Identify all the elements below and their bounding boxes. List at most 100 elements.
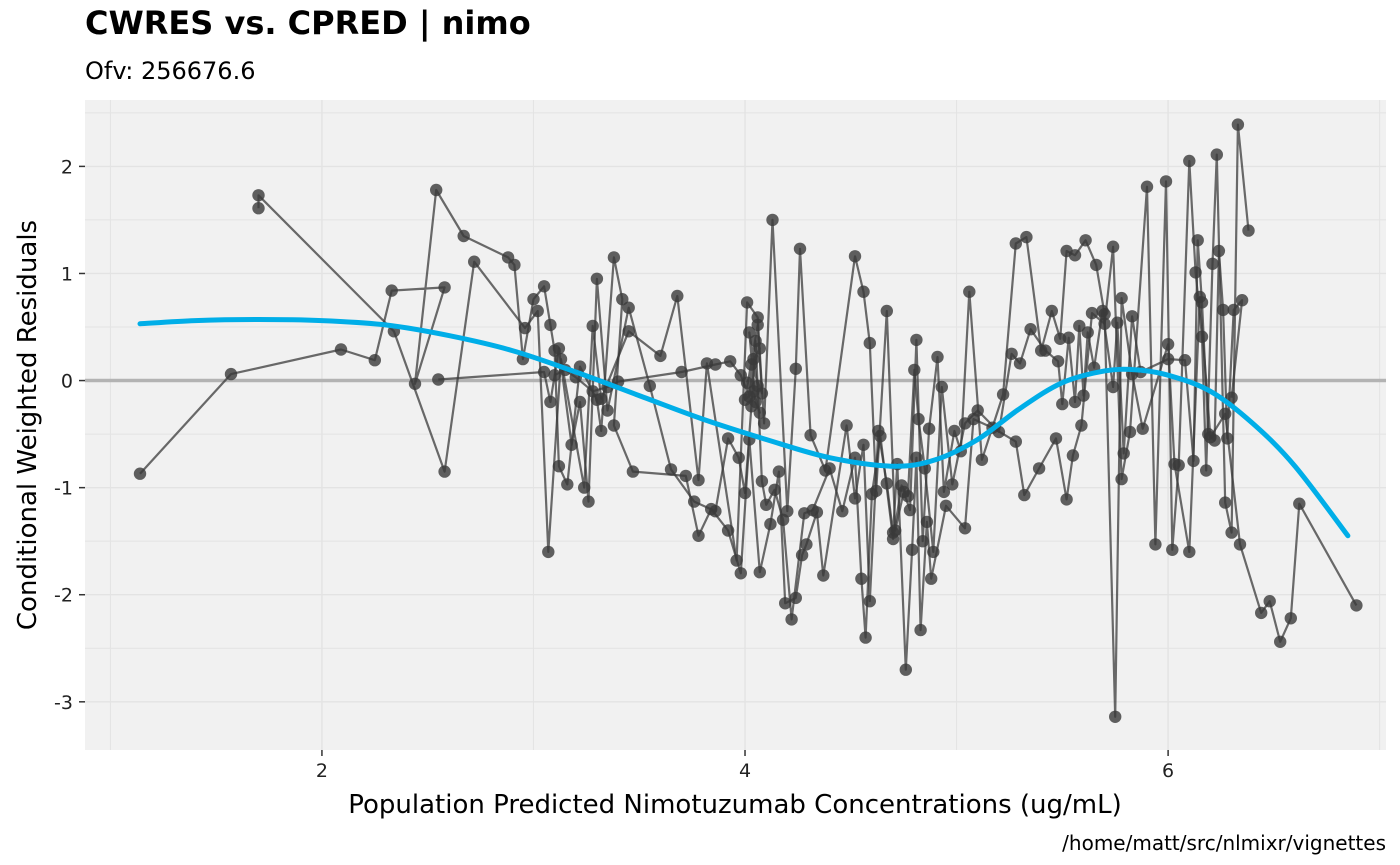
data-point [857,285,870,298]
data-point [738,393,752,406]
x-tick-label: 6 [1162,760,1174,782]
data-point [1161,338,1175,351]
data-point [1200,464,1213,477]
y-tick-label: 2 [61,156,73,178]
data-point [626,465,640,478]
data-point [1219,496,1232,509]
data-point [679,469,692,483]
data-point [1206,257,1219,270]
data-point [1051,355,1065,368]
data-point [675,365,688,379]
data-point [958,522,972,535]
data-point [958,417,972,430]
data-point [1075,419,1088,432]
data-point [1062,331,1075,344]
data-point [438,465,451,478]
data-point [518,321,532,335]
data-point [438,281,451,294]
data-point [1009,237,1022,250]
data-point [252,189,265,202]
data-point [544,318,557,332]
data-point [643,379,656,393]
data-point [901,490,915,503]
data-point [552,460,566,473]
data-point [508,258,521,272]
data-point [895,479,908,492]
data-point [910,333,923,347]
data-point [537,365,551,379]
data-point [1140,180,1154,193]
data-point [582,495,595,508]
data-point [1149,538,1162,551]
data-point [836,505,849,518]
data-point [743,326,756,339]
data-point [1079,234,1092,247]
data-point [1235,294,1249,307]
data-point [755,387,769,400]
data-point [544,395,557,409]
data-point [908,363,921,377]
chart-title: CWRES vs. CPRED | nimo [85,4,531,43]
data-point [927,545,940,559]
data-point [1115,472,1128,486]
y-axis-title: Conditional Weighted Residuals [13,220,43,630]
data-point [1168,457,1181,471]
data-point [1115,291,1128,305]
data-point [855,572,868,585]
data-point [1231,118,1245,131]
data-point [622,325,635,338]
data-point [1233,538,1247,551]
data-point [946,478,959,491]
data-point [671,289,684,303]
data-point [937,485,951,499]
data-point [531,304,544,318]
data-point [586,385,599,398]
data-point [224,367,238,381]
data-point [1109,710,1122,723]
data-point [1216,303,1230,317]
data-point [1166,543,1179,556]
data-point [745,358,758,371]
data-point [1117,447,1130,460]
data-point [1045,304,1059,318]
data-point [1032,462,1046,475]
data-point [817,569,830,582]
data-point [595,392,608,405]
data-point [1039,344,1052,357]
data-point [1049,432,1063,445]
data-point [1066,449,1080,462]
data-point [537,280,551,293]
data-point [755,475,769,488]
data-point [863,336,876,350]
data-point [1284,612,1298,625]
data-point [607,419,621,432]
data-point [548,369,561,382]
data-point [1106,240,1120,253]
data-point [760,498,773,511]
data-point [692,473,705,487]
data-point [751,318,764,332]
y-tick-label: 1 [61,263,73,285]
data-point [925,572,938,585]
data-point [565,438,578,451]
data-point [753,342,766,355]
data-point [766,213,779,227]
data-point [963,285,976,298]
data-point [740,376,754,389]
data-point [848,492,862,505]
data-point [607,251,621,264]
data-point [622,301,635,314]
data-point [1005,347,1018,360]
data-point [1183,545,1196,559]
data-point [1225,526,1238,539]
y-tick-label: -2 [54,585,73,607]
data-point [1009,435,1022,448]
data-point [880,304,893,318]
data-point [542,545,555,559]
data-point [939,499,953,512]
data-point [1350,599,1363,612]
data-point [863,595,876,608]
grid-lines [85,100,1386,750]
data-point [1111,316,1124,329]
